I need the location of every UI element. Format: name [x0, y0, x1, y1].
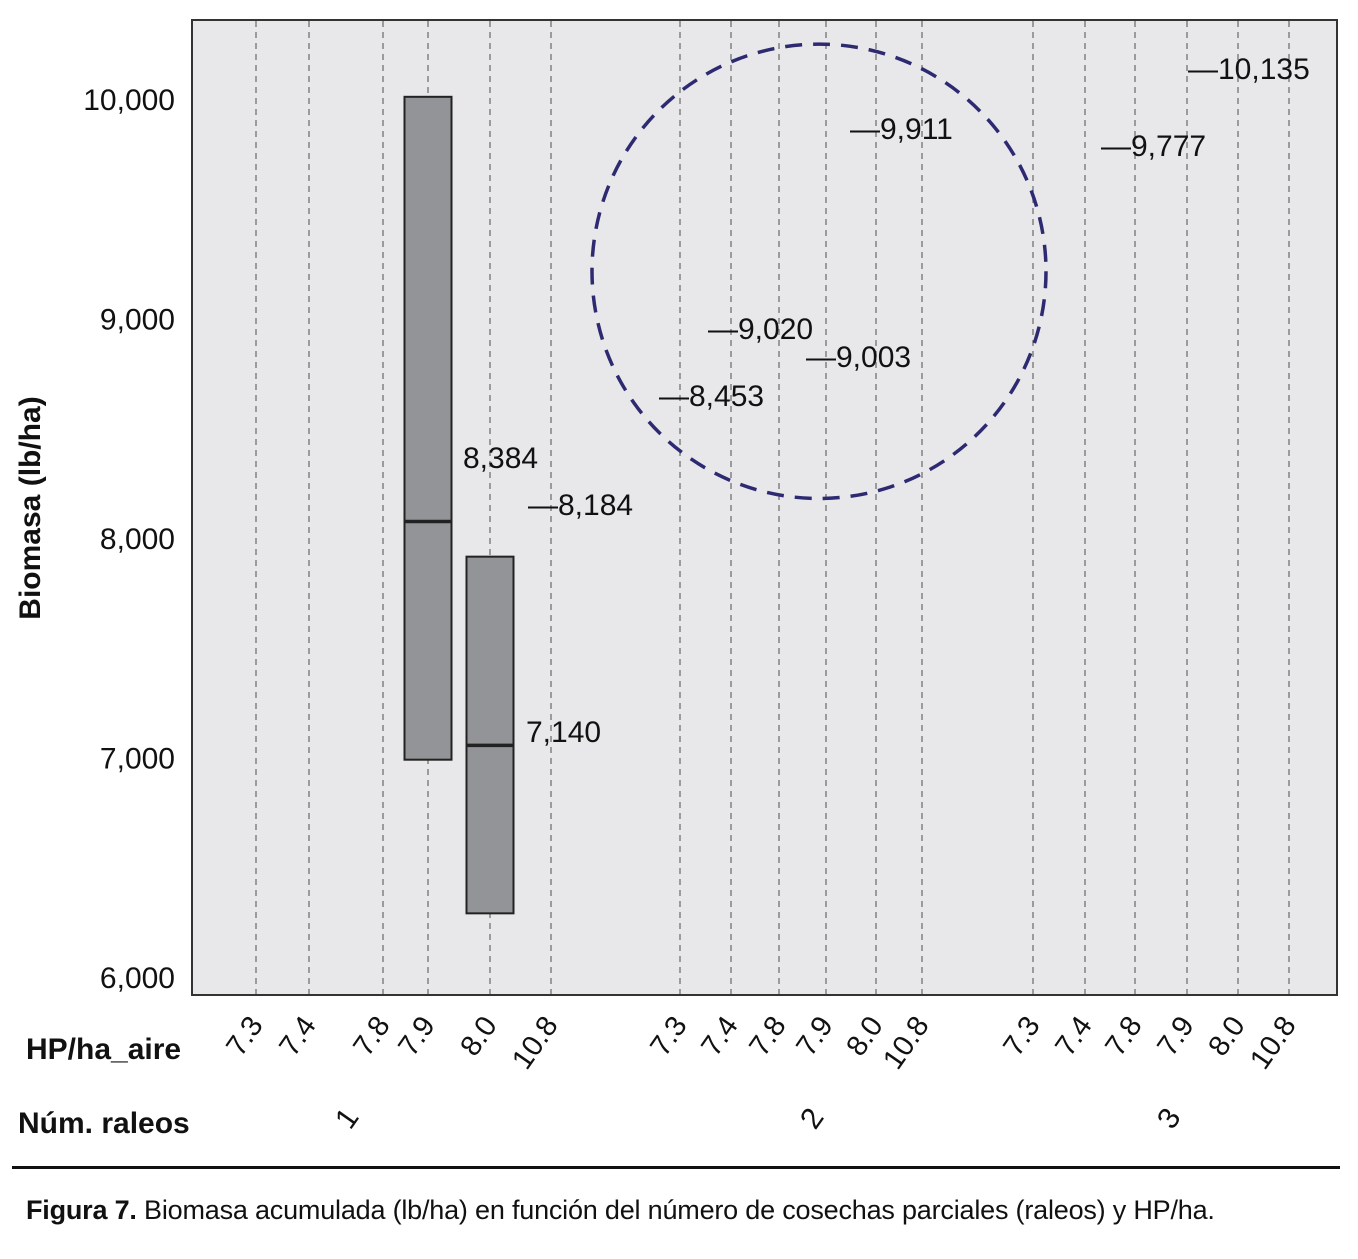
box-1-7.9	[403, 95, 453, 761]
x-axis-ticks: 7.3 7.4 7.87.9 8.0 10.817.3 7.47.87.9 8.010.82…	[220, 1011, 1302, 1135]
y-tick-label: 10,000	[83, 84, 175, 117]
group-label-1: 1	[329, 1102, 366, 1135]
highlight-circle-layer	[590, 42, 1048, 501]
value-label-8453: —8,453	[659, 380, 764, 413]
x-tick-label: 7.3	[997, 1011, 1046, 1062]
value-label-8184: —8,184	[528, 489, 633, 522]
x-tick-label: 7.4	[273, 1011, 322, 1062]
plot-area	[191, 19, 1338, 996]
value-label-9911: —9,911	[850, 113, 953, 146]
value-label-9777: —9,777	[1101, 130, 1206, 163]
x-tick-label: 7.3	[644, 1011, 693, 1062]
value-label-9020: —9,020	[708, 313, 813, 346]
x-tick-label: 10.8	[1244, 1011, 1303, 1076]
value-label-8384: 8,384	[463, 442, 538, 475]
y-tick-label: 8,000	[100, 523, 175, 556]
group-label-3: 3	[1151, 1102, 1188, 1135]
x-tick-label: 8.0	[1202, 1011, 1251, 1062]
caption-text: Biomasa acumulada (lb/ha) en función del…	[144, 1195, 1215, 1225]
figure-caption: Figura 7. Biomasa acumulada (lb/ha) en f…	[26, 1195, 1215, 1226]
value-label-10135: —10,135	[1188, 53, 1310, 86]
boxes	[403, 95, 515, 915]
value-label-9003: —9,003	[806, 341, 911, 374]
caption-label: Figura 7.	[26, 1195, 137, 1225]
group-label-2: 2	[794, 1102, 831, 1135]
highlight-circle	[590, 42, 1048, 501]
x-tick-label: 7.9	[392, 1011, 441, 1062]
x-tick-label: 7.4	[695, 1011, 744, 1062]
x-tick-label: 7.9	[790, 1011, 839, 1062]
x-tick-label: 10.8	[506, 1011, 565, 1076]
x-tick-label: 7.8	[347, 1011, 396, 1062]
value-labels: 8,384 —8,184 7,140 —8,453 —9,020—9,003 —9,911…	[463, 53, 1310, 749]
x-tick-label: 7.9	[1151, 1011, 1200, 1062]
box-1-8.0	[465, 555, 515, 915]
y-tick-label: 7,000	[100, 743, 175, 776]
x-tick-label: 7.4	[1049, 1011, 1098, 1062]
x-tick-label: 7.8	[743, 1011, 792, 1062]
x-tick-label: 8.0	[454, 1011, 503, 1062]
x-tick-label: 7.3	[220, 1011, 269, 1062]
y-tick-label: 6,000	[100, 962, 175, 995]
value-label-7140: 7,140	[526, 716, 601, 749]
caption-rule	[12, 1166, 1340, 1169]
y-tick-label: 9,000	[100, 304, 175, 337]
y-axis-ticks: 6,000 7,000 8,000 9,000 10,000	[83, 84, 175, 995]
x-tick-label: 10.8	[877, 1011, 936, 1076]
x-row2-title: Núm. raleos	[18, 1107, 190, 1140]
y-axis-label: Biomasa (lb/ha)	[14, 396, 47, 619]
chart-figure: 8,384 —8,184 7,140 —8,453 —9,020—9,003 —9,911…	[14, 19, 1338, 1140]
x-row1-title: HP/ha_aire	[26, 1033, 181, 1066]
x-tick-label: 7.8	[1099, 1011, 1148, 1062]
